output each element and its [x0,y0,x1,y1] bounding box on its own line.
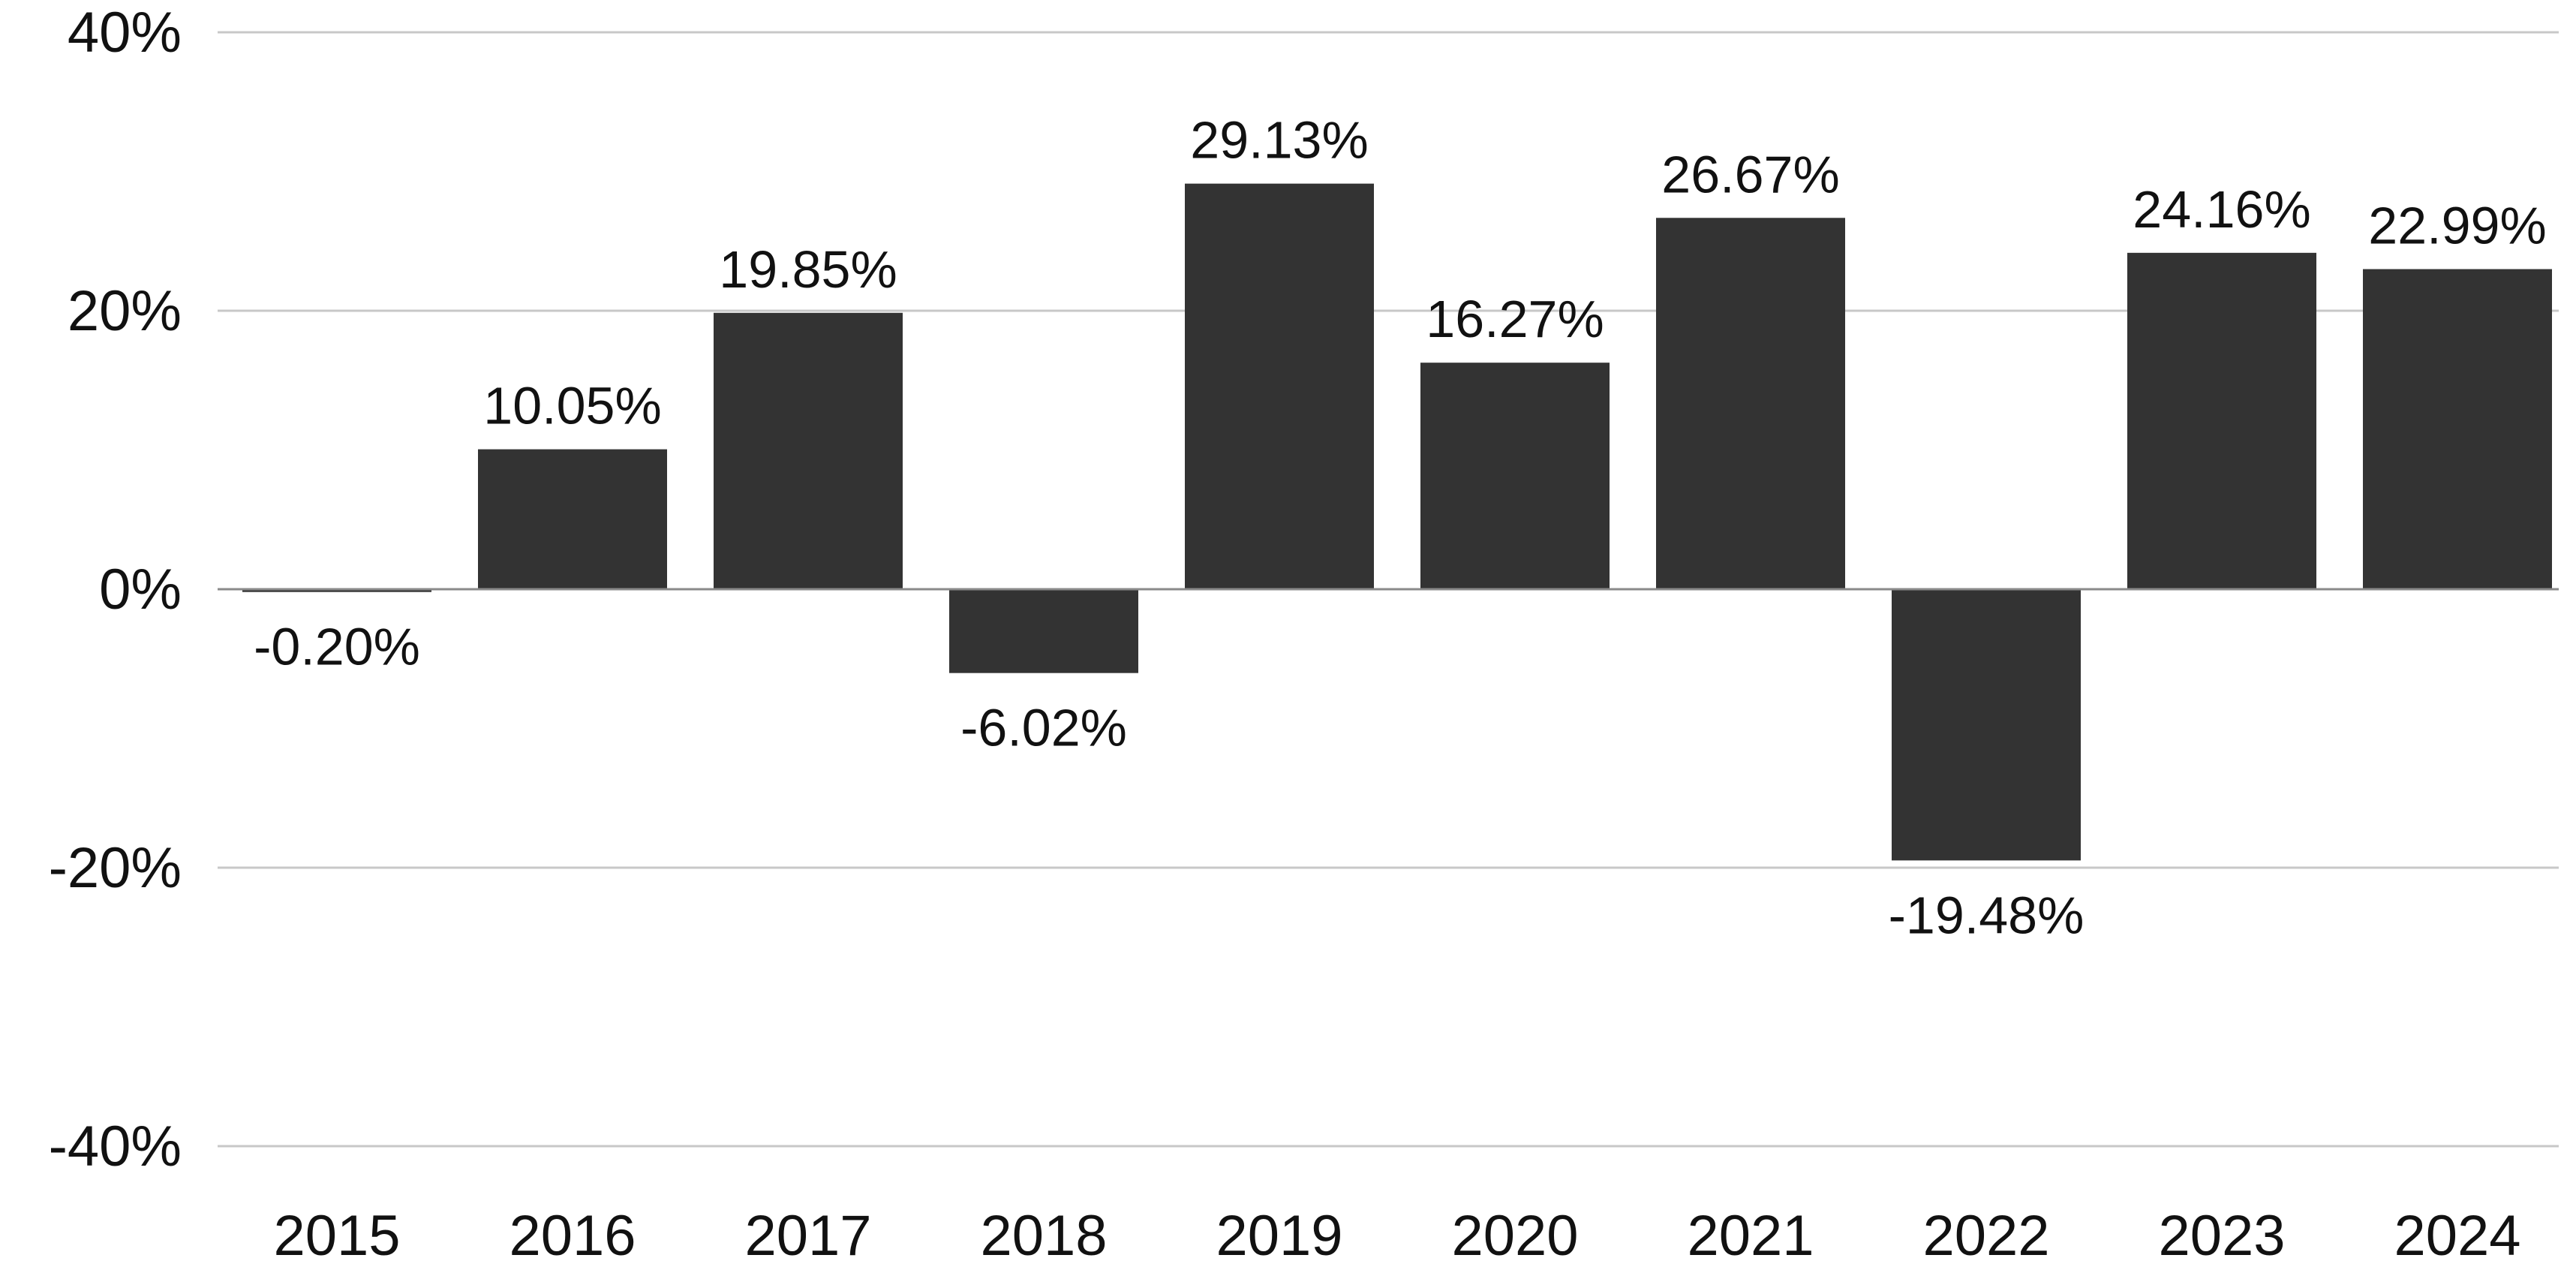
y-tick-label: -20% [49,836,182,900]
data-label: -6.02% [960,699,1127,757]
x-axis-tick-labels: 2015 2016 2017 2018 2019 2020 2021 2022 2023 2024 [273,1204,2520,1268]
x-tick-label: 2017 [744,1204,871,1268]
x-tick-label: 2022 [1922,1204,2049,1268]
x-tick-label: 2021 [1687,1204,1814,1268]
bars [242,183,2552,861]
data-labels: -0.20% 10.05% 19.85% -6.02% 29.13% 16.27% 26.6… [254,111,2547,945]
bar [714,312,903,589]
bar [949,589,1138,673]
bar [1656,218,1845,589]
data-label: -0.20% [254,618,420,676]
y-tick-label: -40% [49,1115,182,1178]
x-tick-label: 2020 [1451,1204,1578,1268]
data-label: 19.85% [719,240,897,299]
bar [2127,252,2316,589]
x-tick-label: 2023 [2158,1204,2285,1268]
data-label: 29.13% [1190,111,1368,170]
y-axis-tick-labels: 40% 20% 0% -20% -40% [49,1,182,1178]
data-label: -19.48% [1889,886,2085,944]
data-label: 26.67% [1661,145,1839,203]
data-label: 10.05% [483,377,661,435]
data-label: 24.16% [2133,180,2310,239]
bar [1892,589,2081,861]
data-label: 22.99% [2368,197,2546,255]
bar [478,449,667,589]
x-tick-label: 2015 [273,1204,400,1268]
y-tick-label: 20% [68,279,182,343]
y-tick-label: 40% [68,1,182,65]
bar [2363,269,2552,589]
bar [242,589,431,592]
x-tick-label: 2016 [509,1204,636,1268]
x-tick-label: 2018 [980,1204,1107,1268]
y-tick-label: 0% [99,558,182,621]
data-label: 16.27% [1426,290,1604,348]
bar [1420,363,1610,589]
x-tick-label: 2024 [2394,1204,2520,1268]
x-tick-label: 2019 [1216,1204,1342,1268]
bar [1185,183,1374,590]
